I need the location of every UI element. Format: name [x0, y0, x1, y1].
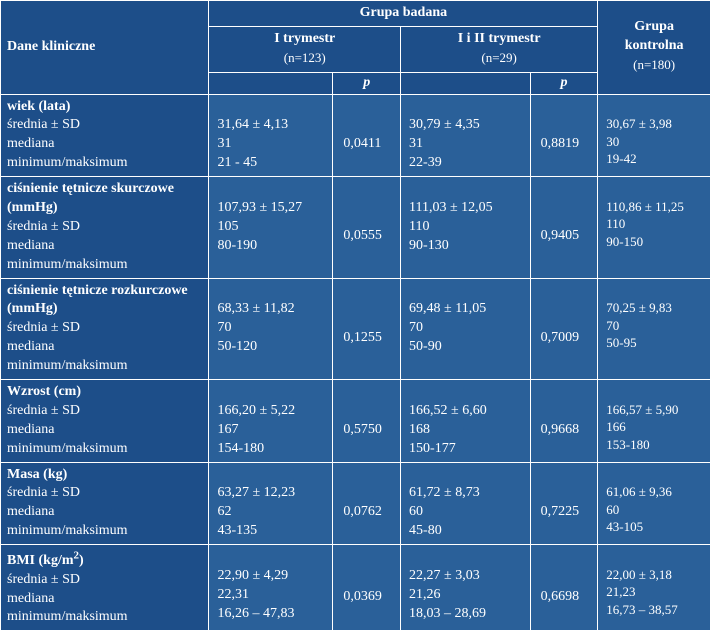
- ctrl-values: 22,00 ± 3,1821,2316,73 – 38,57: [598, 545, 711, 631]
- row-labels: ciśnienie tętnicze rozkurczowe (mmHg) śre…: [1, 278, 209, 379]
- t12-values: 22,27 ± 3,0321,2618,03 – 28,69: [401, 545, 531, 631]
- t1-values: 63,27 ± 12,236243-135: [209, 462, 333, 545]
- p1-value: 0,5750: [333, 380, 401, 463]
- row-minmax-label: minimum/maksimum: [7, 441, 128, 456]
- row-title: Wzrost (cm): [7, 384, 81, 399]
- p-label-2: p: [560, 75, 567, 90]
- header-t12-cell: I i II trymestr (n=29): [401, 26, 598, 72]
- p-label-1: p: [363, 75, 370, 90]
- t12-values: 30,79 ± 4,353122-39: [401, 94, 531, 177]
- row-mean-label: średnia ± SD: [7, 219, 80, 234]
- header-grupa-badana: Grupa badana: [360, 5, 448, 20]
- row-labels: Masa (kg) średnia ± SD mediana minimum/maks…: [1, 462, 209, 545]
- header-kontrolna: Grupa kontrolna: [625, 19, 684, 53]
- p1-value: 0,1255: [333, 278, 401, 379]
- row-minmax-label: minimum/maksimum: [7, 609, 128, 624]
- row-labels: ciśnienie tętnicze skurczowe (mmHg) średn…: [1, 177, 209, 278]
- header-dane-cell: Dane kliniczne: [1, 1, 209, 95]
- row-minmax-label: minimum/maksimum: [7, 358, 128, 373]
- row-labels: wiek (lata) średnia ± SD mediana minimum/ma…: [1, 94, 209, 177]
- ctrl-values: 30,67 ± 3,983019-42: [598, 94, 711, 177]
- clinical-data-table: Dane kliniczne Grupa badana Grupa kontroln…: [0, 0, 711, 631]
- t12-values: 111,03 ± 12,0511090-130: [401, 177, 531, 278]
- header-dane: Dane kliniczne: [7, 39, 95, 54]
- header-t12-n: (n=29): [481, 50, 517, 65]
- p1-value: 0,0555: [333, 177, 401, 278]
- row-mean-label: średnia ± SD: [7, 572, 80, 587]
- p2-value: 0,9405: [530, 177, 598, 278]
- row-median-label: mediana: [7, 339, 54, 354]
- row-minmax-label: minimum/maksimum: [7, 257, 128, 272]
- p-cell-1: p: [333, 72, 401, 94]
- p2-value: 0,7225: [530, 462, 598, 545]
- ctrl-values: 166,57 ± 5,90166153-180: [598, 380, 711, 463]
- ctrl-values: 61,06 ± 9,366043-105: [598, 462, 711, 545]
- p2-value: 0,6698: [530, 545, 598, 631]
- row-minmax-label: minimum/maksimum: [7, 155, 128, 170]
- row-mean-label: średnia ± SD: [7, 117, 80, 132]
- p-cell-2: p: [530, 72, 598, 94]
- row-labels: BMI (kg/m2) średnia ± SD mediana minimum/ma…: [1, 545, 209, 631]
- p-blank-1: [209, 72, 333, 94]
- ctrl-values: 110,86 ± 11,2511090-150: [598, 177, 711, 278]
- p1-value: 0,0762: [333, 462, 401, 545]
- ctrl-values: 70,25 ± 9,837050-95: [598, 278, 711, 379]
- row-title: Masa (kg): [7, 467, 67, 482]
- header-kontrolna-n: (n=180): [633, 57, 675, 72]
- header-t12: I i II trymestr: [458, 31, 541, 46]
- p2-value: 0,8819: [530, 94, 598, 177]
- p1-value: 0,0369: [333, 545, 401, 631]
- header-t1: I trymestr: [274, 31, 335, 46]
- t12-values: 69,48 ± 11,057050-90: [401, 278, 531, 379]
- row-title: ciśnienie tętnicze skurczowe (mmHg): [7, 181, 174, 215]
- t1-values: 68,33 ± 11,827050-120: [209, 278, 333, 379]
- header-grupa-badana-cell: Grupa badana: [209, 1, 598, 27]
- p-blank-2: [401, 72, 531, 94]
- row-title: ciśnienie tętnicze rozkurczowe (mmHg): [7, 283, 188, 317]
- row-median-label: mediana: [7, 422, 54, 437]
- t12-values: 166,52 ± 6,60168150-177: [401, 380, 531, 463]
- header-t1-cell: I trymestr (n=123): [209, 26, 401, 72]
- row-mean-label: średnia ± SD: [7, 485, 80, 500]
- t1-values: 166,20 ± 5,22167154-180: [209, 380, 333, 463]
- row-title: BMI (kg/m2): [7, 553, 84, 568]
- row-mean-label: średnia ± SD: [7, 320, 80, 335]
- row-minmax-label: minimum/maksimum: [7, 523, 128, 538]
- row-median-label: mediana: [7, 136, 54, 151]
- row-median-label: mediana: [7, 504, 54, 519]
- t1-values: 107,93 ± 15,2710580-190: [209, 177, 333, 278]
- row-title: wiek (lata): [7, 99, 70, 114]
- row-mean-label: średnia ± SD: [7, 403, 80, 418]
- header-t1-n: (n=123): [284, 50, 326, 65]
- t12-values: 61,72 ± 8,736045-80: [401, 462, 531, 545]
- row-median-label: mediana: [7, 238, 54, 253]
- header-kontrolna-cell: Grupa kontrolna (n=180): [598, 1, 711, 95]
- t1-values: 22,90 ± 4,2922,3116,26 – 47,83: [209, 545, 333, 631]
- p2-value: 0,7009: [530, 278, 598, 379]
- p1-value: 0,0411: [333, 94, 401, 177]
- p2-value: 0,9668: [530, 380, 598, 463]
- t1-values: 31,64 ± 4,133121 - 45: [209, 94, 333, 177]
- row-median-label: mediana: [7, 591, 54, 606]
- row-labels: Wzrost (cm) średnia ± SD mediana minimum/ma…: [1, 380, 209, 463]
